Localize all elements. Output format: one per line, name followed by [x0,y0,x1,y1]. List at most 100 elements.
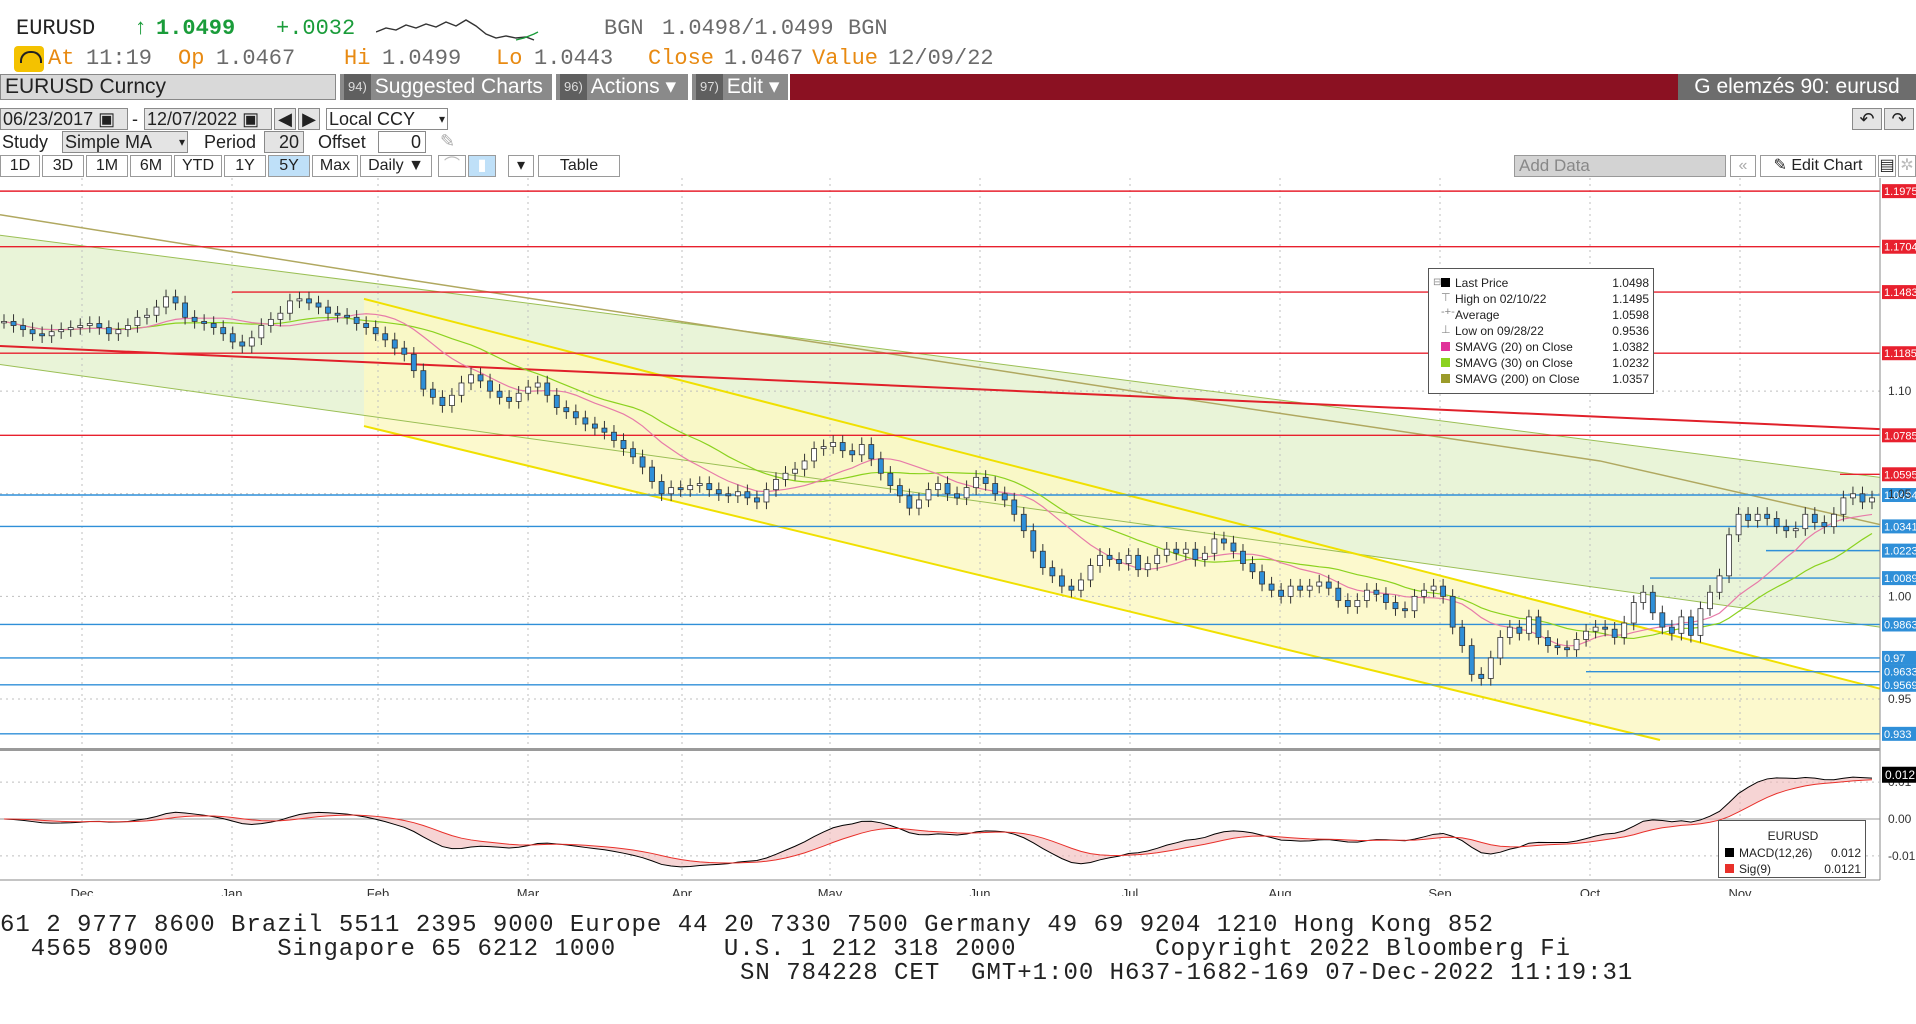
candle-body [1468,645,1475,675]
price-level-label: 0.9863 [1884,619,1916,631]
start-date-field[interactable]: 06/23/2017 ▣ [0,108,128,130]
range-max[interactable]: Max [312,155,358,177]
candle-body [1402,608,1408,612]
chart-name[interactable]: G elemzés 90: eurusd [1678,74,1916,100]
undo-icon[interactable]: ↶ [1852,108,1882,130]
quote-detail-row: At 11:19 Op 1.0467 Hi 1.0499 Lo 1.0443 C… [0,46,1916,74]
range-ytd[interactable]: YTD [174,155,222,177]
candle-body [496,390,503,398]
macd-fill [4,777,1872,867]
candle-body [287,300,293,314]
candle-body [839,442,846,452]
suggested-charts-number: 94) [344,74,371,100]
redo-icon[interactable]: ↷ [1884,108,1914,130]
actions-button[interactable]: 96) Actions ▾ [556,74,688,100]
bid-ask: 1.0498/1.0499 [662,16,834,41]
legend-swatch [1441,278,1450,287]
chevron-down-icon[interactable]: ▾ [508,155,534,177]
candle-body [868,444,875,460]
candle-body [1487,657,1494,679]
panel-separator[interactable] [0,748,1880,751]
range-3d[interactable]: 3D [42,155,84,177]
sma30-line [3,317,1873,640]
pencil-icon[interactable]: ✎ [440,131,456,151]
study-select[interactable]: Simple MA ▾ [62,131,188,153]
price-level-tag [1882,726,1916,741]
candle-body [1459,626,1466,647]
chart-legend[interactable]: ⊟ Last Price 1.0498 ⊤ High on 02/10/22 1… [1428,268,1654,394]
value-label: Value [812,46,879,71]
candle-body [1516,626,1523,634]
y-tick-label: 1.00 [1888,589,1912,603]
range-row: 1D 3D 1M 6M YTD 1Y 5Y Max Daily ▼ ⌒ ▮ ▾ … [0,155,1916,177]
high-value: 1.0499 [382,46,462,71]
candle-body [1249,563,1256,573]
candle-body [1201,552,1208,560]
candle-body [773,479,779,491]
candle-body [792,468,798,474]
ticker-symbol[interactable]: EURUSD [16,16,96,41]
price-level-tag [1882,617,1916,632]
calendar-icon[interactable]: ▣ [242,109,260,129]
candle-body [429,388,436,398]
footer-line-3: SN 784228 CET GMT+1:00 H637-1682-169 07-… [740,960,1634,987]
range-1d[interactable]: 1D [0,155,40,177]
candle-chart-icon[interactable]: ▮ [468,155,496,177]
price-level-label: 1.1483 [1884,287,1916,299]
line-chart-icon[interactable]: ⌒ [438,155,466,177]
candle-body [1173,548,1180,554]
legend-name: High on 02/10/22 [1455,292,1547,306]
next-period-button[interactable]: ▶ [298,108,320,130]
calendar-icon[interactable]: ▣ [98,109,116,129]
price-level-tag [1882,650,1916,665]
suggested-charts-button[interactable]: 94) Suggested Charts [340,74,552,100]
candle-body [887,472,894,486]
candle-body [935,483,941,491]
range-6m[interactable]: 6M [130,155,172,177]
candle-body [677,487,684,491]
candle-body [1754,513,1761,521]
date-dash: - [132,109,138,129]
candle-body [1545,637,1551,647]
price-level-tag [1882,488,1916,503]
range-5y[interactable]: 5Y [268,155,310,177]
candle-body [572,411,579,419]
table-button[interactable]: Table [538,155,620,177]
range-1m[interactable]: 1M [86,155,128,177]
pencil-icon: ✎ [1773,157,1792,174]
collapse-icon[interactable]: ⊟ [1433,277,1442,288]
candle-body [525,386,532,394]
security-field[interactable]: EURUSD Curncy [0,74,336,100]
add-data-input[interactable]: Add Data [1514,155,1726,177]
edit-chart-button[interactable]: ✎ Edit Chart [1760,155,1876,177]
candle-body [1745,513,1752,521]
open-value: 1.0467 [216,46,296,71]
gear-icon[interactable]: ✲ [1898,155,1916,177]
edit-button[interactable]: 97) Edit ▾ [692,74,788,100]
currency-select[interactable]: Local CCY ▾ [326,108,448,130]
legend-value: 0.9536 [1612,324,1649,338]
gauge-icon[interactable] [14,46,44,72]
legend-row: SMAVG (200) on Close 1.0357 [1429,371,1655,387]
legend-value: 1.1495 [1612,292,1649,306]
candle-body [20,325,26,331]
period-field[interactable]: 20 [264,131,304,153]
prev-period-button[interactable]: ◀ [274,108,296,130]
candle-body [973,476,980,489]
candle-body [1430,585,1437,591]
end-date-field[interactable]: 12/07/2022 ▣ [144,108,272,130]
chart-tools-icon[interactable]: ▤ [1878,155,1896,177]
candle-body [563,407,570,413]
offset-field[interactable]: 0 [378,131,426,153]
frequency-select[interactable]: Daily ▼ [360,155,432,177]
low-marker-icon: ⊥ [1441,324,1451,336]
collapse-icon[interactable]: « [1730,155,1756,177]
candle-body [1821,522,1828,528]
up-arrow-icon: ↑ [134,16,148,41]
candle-body [1411,595,1418,612]
macd-legend[interactable]: EURUSD MACD(12,26) 0.012 Sig(9) 0.0121 [1718,820,1866,878]
candle-body [306,298,312,304]
candle-body [325,306,331,314]
bid-source: BGN [604,16,644,41]
range-1y[interactable]: 1Y [224,155,266,177]
